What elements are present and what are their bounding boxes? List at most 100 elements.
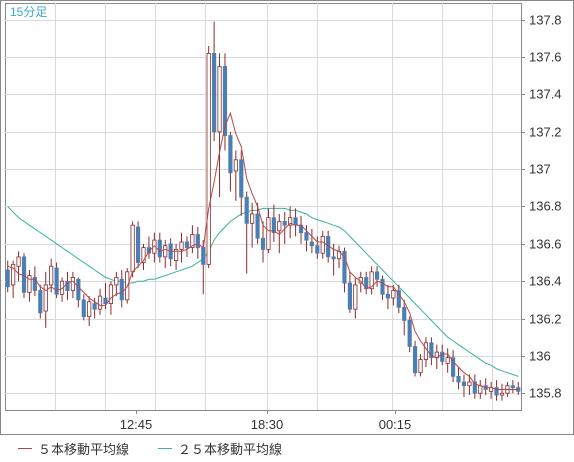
candle <box>135 221 141 269</box>
y-tick-label: 136.6 <box>529 237 562 252</box>
candle-body-up <box>70 277 75 291</box>
candle-body-down <box>494 387 499 396</box>
candle <box>364 271 369 295</box>
candle-body-down <box>5 269 10 288</box>
candle <box>38 284 43 319</box>
candle <box>277 213 282 254</box>
candle <box>271 204 276 242</box>
candle-body-down <box>21 256 27 293</box>
candle <box>114 271 119 297</box>
candle-body-up <box>163 245 168 258</box>
candle <box>146 236 152 259</box>
candle-body-down <box>413 346 418 374</box>
candle-body-up <box>250 213 255 224</box>
candle <box>461 374 467 397</box>
candle-body-down <box>456 375 461 383</box>
candle-body-up <box>423 342 429 360</box>
candle-body-down <box>212 53 217 133</box>
candle <box>87 296 92 326</box>
candle-body-down <box>461 381 467 387</box>
candle <box>478 380 483 399</box>
legend-swatch-ma5 <box>18 448 32 449</box>
candle <box>429 337 434 366</box>
candle-body-down <box>255 213 260 239</box>
candle-body-down <box>157 239 162 258</box>
candle-body-up <box>59 280 65 295</box>
candle <box>27 269 32 302</box>
candle <box>239 150 244 216</box>
candle-body-up <box>87 301 92 318</box>
legend-item-ma5: ５本移動平均線 <box>18 439 129 458</box>
candle-body-up <box>320 235 325 254</box>
candle-body-up <box>478 385 483 394</box>
legend-label-ma25: ２５本移動平均線 <box>178 442 283 457</box>
axis-layer: 137.8 137.6 137.4 137.2 137 136.8 136.6 136.4 13… <box>120 13 562 433</box>
candle-body-down <box>119 278 124 301</box>
candle <box>298 215 304 244</box>
candle <box>179 232 184 263</box>
candle-body-down <box>304 232 309 241</box>
candle-body-up <box>206 53 211 265</box>
candle <box>315 236 320 259</box>
y-tick-label: 137.2 <box>529 125 562 140</box>
candle <box>70 271 75 298</box>
candle <box>282 212 287 244</box>
candle-body-up <box>108 284 113 304</box>
candle-body-down <box>228 135 233 174</box>
candle-body-up <box>266 217 271 250</box>
candle-body-down <box>201 247 206 265</box>
ma5-line <box>7 111 519 390</box>
candle <box>260 221 266 263</box>
candle <box>445 348 450 373</box>
candle <box>190 225 195 254</box>
candle-body-down <box>271 217 276 234</box>
candle-body-down <box>222 66 228 136</box>
candle-body-up <box>114 277 119 286</box>
candle-body-down <box>103 297 108 304</box>
candle <box>391 284 396 306</box>
candle-body-up <box>233 159 238 172</box>
candle-body-down <box>451 357 456 377</box>
candle <box>467 374 472 396</box>
candle-body-up <box>190 234 195 248</box>
candle <box>380 275 385 300</box>
candle <box>288 206 293 239</box>
candle <box>353 277 358 319</box>
candle <box>217 53 222 198</box>
candle <box>59 277 65 302</box>
candle-body-down <box>347 282 352 310</box>
legend-item-ma25: ２５本移動平均線 <box>158 439 282 458</box>
candle-body-down <box>385 293 391 299</box>
candle-body-up <box>499 392 505 396</box>
candle-body-up <box>445 357 450 364</box>
candle <box>374 266 380 287</box>
candle <box>510 380 515 394</box>
candle <box>385 284 391 310</box>
candle-body-down <box>396 290 401 308</box>
ma25-layer <box>7 206 519 377</box>
candle <box>184 236 190 257</box>
candle <box>76 277 81 308</box>
candle-body-up <box>16 256 21 267</box>
candle-body-down <box>92 303 97 310</box>
candle <box>499 383 505 401</box>
legend-label-ma5: ５本移動平均線 <box>38 442 130 457</box>
candle <box>347 271 352 313</box>
candle <box>456 367 461 390</box>
candle-body-up <box>369 271 374 290</box>
candle <box>16 251 21 282</box>
candle-body-down <box>293 217 298 226</box>
candle-body-up <box>467 381 472 387</box>
candle <box>402 299 407 336</box>
candle-body-down <box>65 280 70 291</box>
candle <box>451 350 456 382</box>
candle <box>423 337 429 368</box>
candle <box>228 131 233 192</box>
candle-body-down <box>135 226 141 263</box>
candle <box>32 266 37 297</box>
candle <box>43 271 48 328</box>
y-tick-label: 136.4 <box>529 274 562 289</box>
candle-body-up <box>391 290 396 299</box>
candle-body-up <box>217 66 222 133</box>
candle <box>418 353 423 377</box>
